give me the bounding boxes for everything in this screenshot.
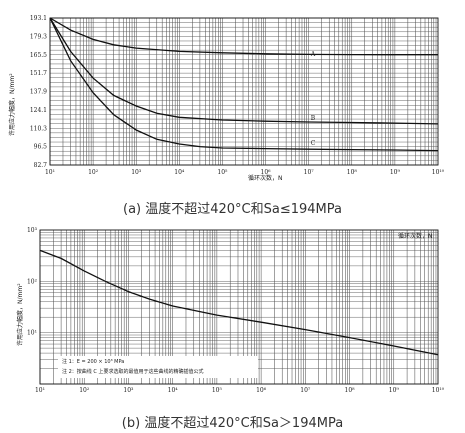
x-tick-label: 10⁷ <box>300 387 311 394</box>
x-tick-label: 10¹⁰ <box>432 169 445 176</box>
plot-frame <box>39 229 439 385</box>
x-tick-label: 10⁷ <box>304 169 315 176</box>
y-tick-label: 165.5 <box>30 52 47 59</box>
x-tick-label: 10¹⁰ <box>432 387 445 394</box>
y-axis-label: 许用应力幅度，N/mm² <box>16 283 24 346</box>
y-tick-label: 124.1 <box>30 107 47 114</box>
chart-a-caption: (a) 温度不超过420°C和Sa≤194MPa <box>123 202 342 217</box>
curve-b <box>39 249 439 356</box>
chart-b-caption: (b) 温度不超过420°C和Sa＞194MPa <box>121 416 344 431</box>
y-tick-label: 110.3 <box>30 125 47 132</box>
y-tick-label: 82.7 <box>34 162 48 169</box>
curve-a <box>49 17 438 56</box>
y-tick-label: 151.7 <box>30 70 47 77</box>
notes-box <box>58 356 258 378</box>
x-tick-label: 10⁶ <box>261 169 272 176</box>
x-tick-label: 10⁵ <box>217 169 228 176</box>
x-tick-label: 10⁸ <box>347 169 358 176</box>
x-tick-label: 10⁸ <box>345 387 356 394</box>
y-axis-label: 许用应力幅度，N/mm² <box>8 73 16 136</box>
note-2: 注 2：按曲线 C 上要求选取的最值用于这些曲线的精确插值公式 <box>62 368 203 375</box>
x-tick-label: 10² <box>88 169 99 176</box>
x-tick-label: 10⁴ <box>168 387 179 394</box>
series-label-a: A <box>310 51 316 58</box>
x-axis-label: 循环次数，N <box>398 232 433 240</box>
x-tick-label: 10⁹ <box>390 169 401 176</box>
chart-b-svg: 10³ 10² 10¹ 10¹ 10² 10³ 10⁴ 10⁵ 10⁶ 10⁷ 10⁸ 10⁹ 10¹⁰… <box>16 227 445 394</box>
chart-panel-a: 193.1 179.3 165.5 151.7 137.9 124.1 110.3 96.5 8… <box>8 15 445 217</box>
y-tick-label: 179.3 <box>30 33 47 40</box>
curve-b <box>49 17 439 125</box>
x-tick-label: 10² <box>79 387 90 394</box>
y-tick-label: 96.5 <box>34 144 48 151</box>
y-tick-label: 10¹ <box>27 330 37 337</box>
y-tick-label: 137.9 <box>30 89 47 96</box>
x-tick-label: 10⁹ <box>389 387 400 394</box>
x-tick-label: 10⁶ <box>256 387 267 394</box>
y-tick-label: 10² <box>27 278 38 285</box>
x-tick-label: 10³ <box>131 169 142 176</box>
plot-frame <box>49 17 439 166</box>
chart-a-svg: 193.1 179.3 165.5 151.7 137.9 124.1 110.3 96.5 8… <box>8 15 445 182</box>
note-1: 注 1：E = 200 × 10³ MPa <box>62 358 124 365</box>
series-label-c: C <box>311 140 316 147</box>
x-tick-label: 10⁴ <box>174 169 185 176</box>
y-tick-label: 193.1 <box>30 15 47 22</box>
x-tick-label: 10³ <box>123 387 134 394</box>
y-tick-label: 10³ <box>27 227 38 234</box>
series-label-b: B <box>311 115 316 122</box>
x-tick-label: 10⁵ <box>212 387 223 394</box>
curve-c <box>49 17 439 152</box>
chart-panel-b: 10³ 10² 10¹ 10¹ 10² 10³ 10⁴ 10⁵ 10⁶ 10⁷ 10⁸ 10⁹ 10¹⁰… <box>0 222 465 433</box>
x-axis-label: 循环次数，N <box>248 174 283 182</box>
x-tick-label: 10¹ <box>35 387 45 394</box>
x-tick-label: 10¹ <box>45 169 55 176</box>
